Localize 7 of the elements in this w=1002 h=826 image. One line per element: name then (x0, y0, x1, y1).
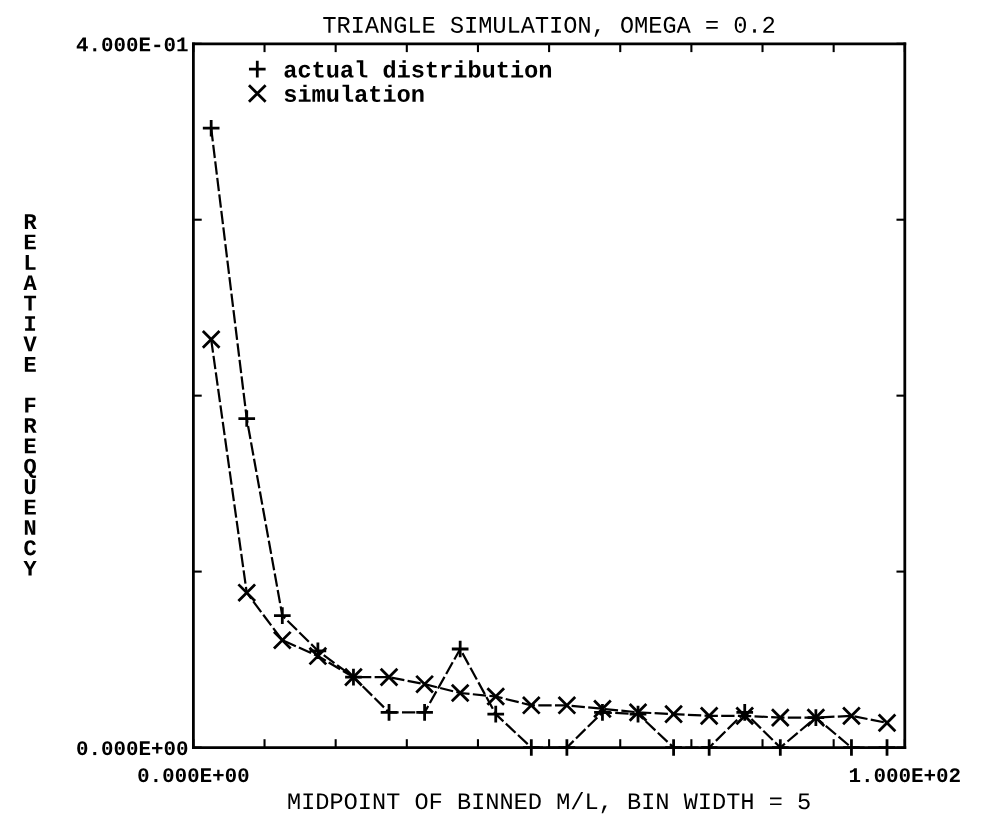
chart-title: TRIANGLE SIMULATION, OMEGA = 0.2 (323, 16, 775, 37)
text: RELATIVE FREQUENCY (23, 214, 37, 576)
y-tick-label: 4.000E-01 (76, 37, 188, 52)
x-tick-label: 1.000E+02 (849, 768, 960, 783)
legend-label: simulation (284, 84, 424, 103)
legend-label: actual distribution (284, 60, 552, 78)
x-axis-title: MIDPOINT OF BINNED M/L, BIN WIDTH = 5 (288, 791, 810, 814)
